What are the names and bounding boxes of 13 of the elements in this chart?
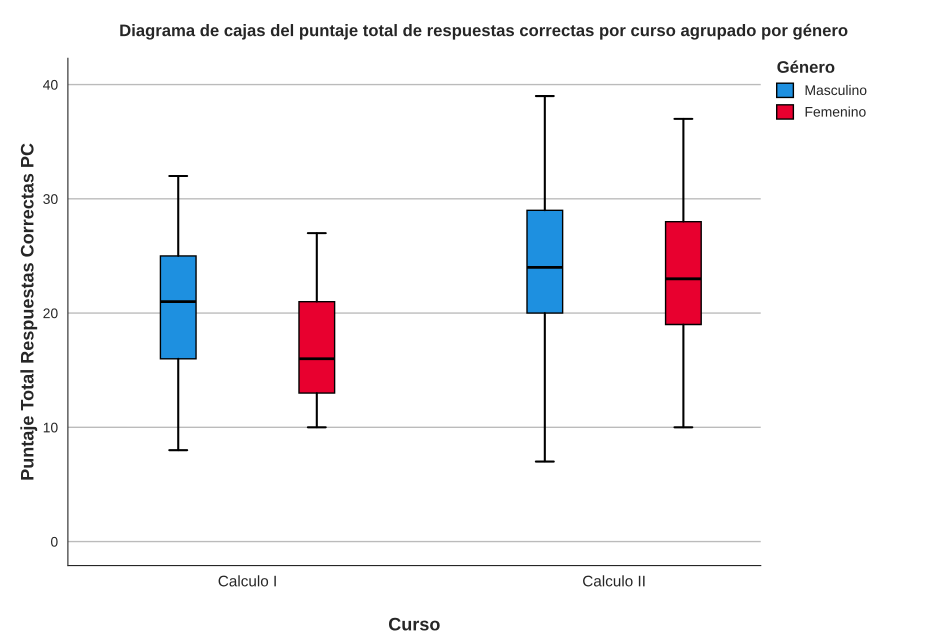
x-tick-label: Calculo I	[218, 575, 276, 586]
legend-label: Femenino	[806, 106, 866, 117]
y-tick-label: 20	[43, 308, 58, 318]
y-tick-label: 0	[50, 536, 58, 547]
y-axis-title: Puntaje Total Respuestas Correctas PC	[20, 144, 38, 480]
legend-label: Masculino	[806, 84, 866, 96]
x-tick-label: Calculo II	[583, 575, 645, 586]
y-tick-label: 30	[43, 194, 58, 204]
y-tick-label: 40	[43, 80, 58, 90]
y-tick-label: 10	[44, 422, 58, 432]
x-axis-title: Curso	[388, 618, 440, 631]
legend-title: Género	[777, 60, 834, 73]
chart-title: Diagrama de cajas del puntaje total de respuestas correctas por curso agrupado por género	[120, 24, 848, 40]
